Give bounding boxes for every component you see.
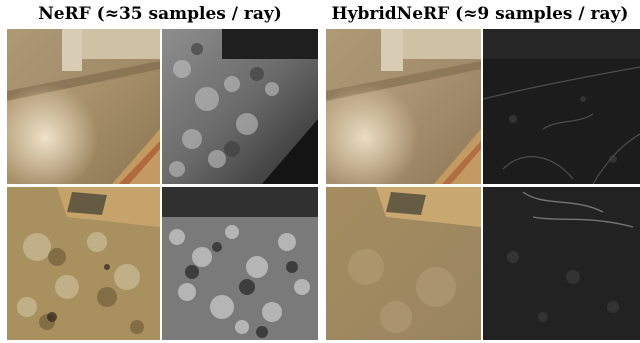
hybridnerf-render-bottom <box>326 187 481 340</box>
nerf-render-bottom <box>7 187 160 340</box>
nerf-render-top <box>7 29 160 184</box>
hybridnerf-render-top <box>326 29 481 184</box>
hybridnerf-heatmap-top <box>483 29 640 184</box>
nerf-heatmap-top <box>162 29 318 184</box>
column-title-nerf: NeRF (≈35 samples / ray) <box>38 4 282 24</box>
nerf-heatmap-bottom <box>162 187 318 340</box>
column-title-hybridnerf: HybridNeRF (≈9 samples / ray) <box>331 4 629 24</box>
hybridnerf-heatmap-bottom <box>483 187 640 340</box>
